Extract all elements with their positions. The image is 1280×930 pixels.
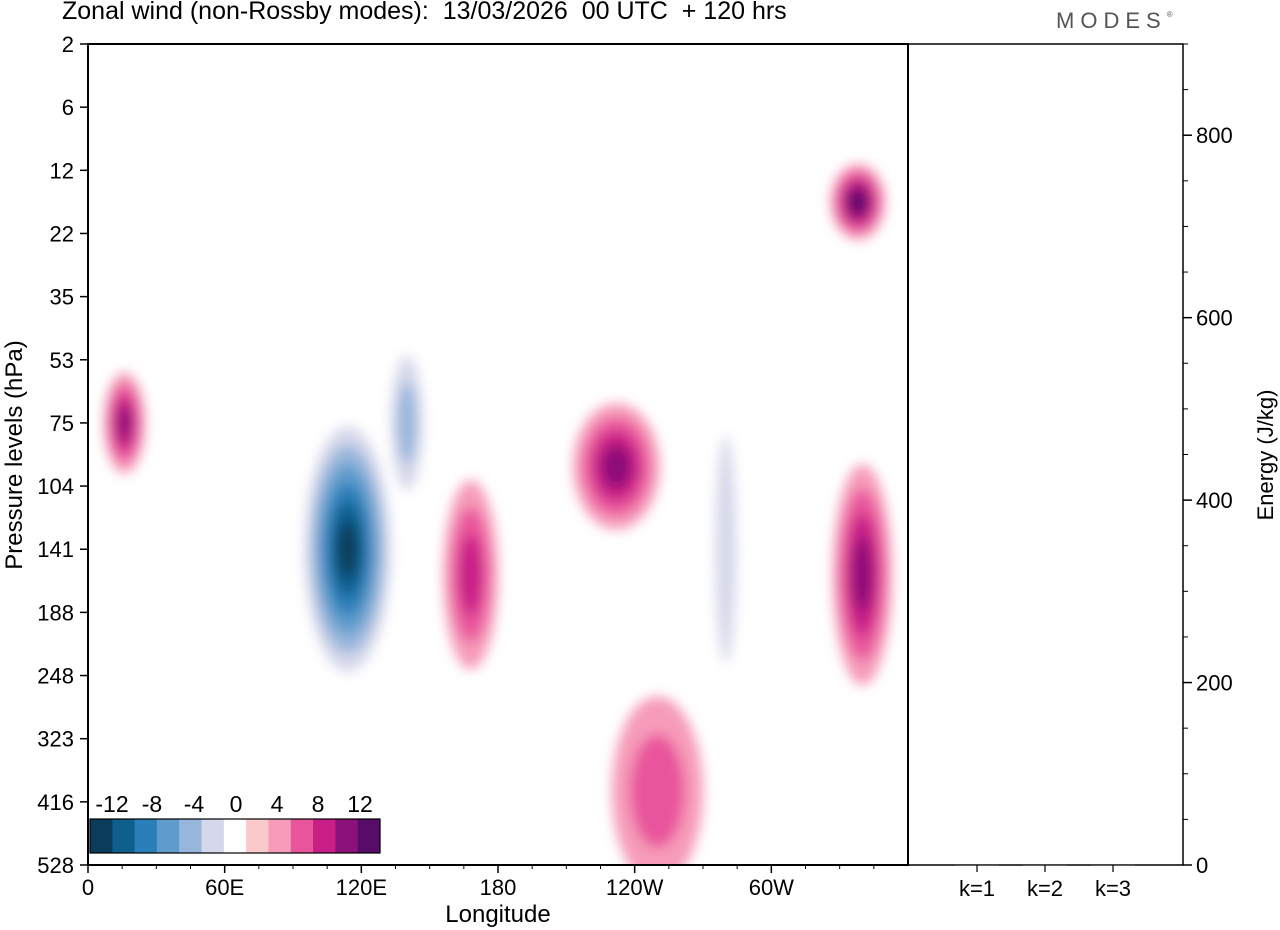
colorbar-swatch [156,819,180,853]
colorbar-label: 8 [312,791,325,817]
colorbar-label: 4 [271,791,284,817]
x-tick-label: 120W [606,875,664,900]
y-tick-label: 75 [50,411,74,436]
modes-logo: MODES® [1056,8,1173,34]
x-tick-label: 180 [480,875,517,900]
y-tick-label: 53 [50,348,74,373]
y-axis-label: Pressure levels (hPa) [1,340,28,569]
energy-bar [1091,864,1135,866]
energy-tick-label: 400 [1196,488,1233,513]
colorbar-swatch [313,819,336,853]
colorbar-swatch [223,819,247,853]
energy-tick-label: 800 [1196,123,1233,148]
logo-text: MODES [1056,8,1167,33]
colorbar-swatch [290,819,314,853]
y-tick-label: 248 [37,664,74,689]
heatmap-frame [87,43,909,866]
colorbar-swatch [246,819,269,853]
energy-axis-label: Energy (J/kg) [1253,390,1278,521]
chart-title: Zonal wind (non-Rossby modes): 13/03/202… [62,0,787,25]
energy-category-label: k=1 [959,876,995,901]
energy-tick-label: 200 [1196,671,1233,696]
contour-pink-east-pacific [852,537,873,612]
energy-bar [1023,864,1067,866]
energy-category-label: k=2 [1027,876,1063,901]
contour-pink-max-110W [602,445,631,488]
colorbar-label: 12 [347,791,373,817]
colorbar-label: -12 [95,791,128,817]
y-tick-label: 22 [50,221,74,246]
wind-field [103,163,893,865]
colorbar-swatch [268,819,292,853]
contour-blue-column-60W [714,435,737,663]
y-tick-label: 6 [62,95,74,120]
colorbar-swatch [134,819,158,853]
colorbar: -12 -8 -4 0 4 8 12 [89,791,381,854]
y-tick-label: 104 [37,474,74,499]
colorbar-swatch [112,819,136,853]
energy-tick-label: 0 [1196,853,1208,878]
x-tick-label: 120E [336,875,387,900]
energy-bar [955,864,999,866]
energy-tick-label: 600 [1196,306,1233,331]
colorbar-label: 0 [230,791,243,817]
y-tick-label: 188 [37,600,74,625]
y-tick-label: 2 [62,32,74,57]
contour-pink-upper-25W [850,191,866,213]
x-axis-label: Longitude [445,901,550,928]
y-tick-label: 323 [37,727,74,752]
x-tick-label: 0 [82,875,94,900]
colorbar-swatch [201,819,225,853]
x-tick-label: 60W [749,875,794,900]
contour-pink-band-165E [458,534,483,616]
colorbar-label: -4 [184,791,205,817]
colorbar-frame [89,818,381,854]
contour-blue-core-120E [337,520,358,578]
y-tick-label: 35 [50,285,74,310]
longitude-axis: 0 60E 120E 180 120W 60W [82,865,875,900]
energy-panel: 0 200 400 600 800 k=1 k=2 k=3 [955,43,1233,901]
y-tick-label: 416 [37,790,74,815]
pressure-axis: 2 6 12 22 35 53 75 104 141 188 248 323 416 528 [37,32,88,878]
contour-layer [103,163,893,865]
contour-pink-max-10E [117,406,132,440]
y-tick-label: 141 [37,537,74,562]
registered-mark: ® [1166,10,1173,19]
y-tick-label: 528 [37,853,74,878]
energy-frame [907,43,1184,866]
colorbar-swatch [90,819,113,853]
contour-blue-tilted-band [397,382,417,464]
contour-pink-lower-110W [630,734,685,848]
colorbar-label: -8 [142,791,162,817]
y-tick-label: 12 [50,158,74,183]
colorbar-swatch [357,819,381,853]
colorbar-swatch [335,819,359,853]
energy-category-label: k=3 [1095,876,1131,901]
x-tick-label: 60E [205,875,244,900]
colorbar-swatch [179,819,203,853]
